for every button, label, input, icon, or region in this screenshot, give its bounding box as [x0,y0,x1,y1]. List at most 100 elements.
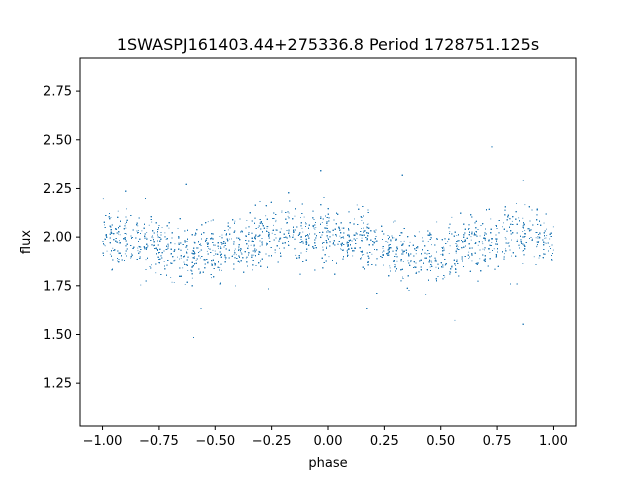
data-point [415,253,417,255]
data-point [402,261,404,262]
data-point [195,260,197,261]
data-point [253,254,255,256]
data-point [130,257,132,259]
data-point [219,267,221,269]
data-point [267,230,269,232]
data-point [456,235,458,236]
data-point [138,230,139,231]
data-point [286,222,287,224]
data-point [511,255,512,257]
data-point [161,227,163,228]
data-point [407,260,409,262]
data-point [361,220,363,221]
data-point [502,226,503,228]
data-point [549,246,551,247]
data-point [171,281,173,283]
data-point [422,237,423,239]
data-point [491,242,493,243]
data-point [450,272,452,274]
data-point [250,244,252,246]
data-point [183,261,185,263]
data-point [193,241,195,243]
data-point [485,238,486,239]
data-point [409,241,411,243]
data-point [489,252,491,253]
data-point [228,238,230,240]
data-point [482,248,484,250]
data-point [482,243,484,245]
data-point [484,249,485,251]
data-point [109,253,111,255]
data-point [151,236,153,238]
data-point [471,260,473,262]
data-point [146,237,148,239]
data-point [383,264,384,266]
data-point [301,227,303,229]
data-point [552,249,554,251]
data-point [125,227,127,229]
data-point [241,248,242,250]
data-point [347,249,349,251]
data-point [504,253,505,255]
data-point [393,221,394,223]
data-point [545,237,547,239]
data-point [302,231,304,233]
data-point [392,236,393,238]
data-point [173,282,175,283]
data-point [321,222,323,223]
data-point [271,232,273,234]
data-point [341,227,343,229]
data-point [279,247,280,249]
data-point [292,234,294,236]
data-point [347,243,349,245]
data-point [288,212,290,214]
data-point [179,258,180,260]
data-point [353,223,355,224]
data-point [341,245,342,247]
data-point [382,247,384,249]
data-point [294,215,296,217]
data-point [431,265,433,267]
data-point [436,221,438,223]
data-point [248,245,249,247]
data-point [470,239,472,241]
data-point [193,256,195,258]
data-point [238,248,240,250]
data-point [273,224,274,226]
data-point [361,228,362,229]
data-point [546,228,547,230]
data-point [470,236,472,238]
chart-title: 1SWASPJ161403.44+275336.8 Period 1728751… [117,35,539,54]
data-point [221,269,222,271]
data-point [170,277,172,278]
data-point [119,240,120,242]
data-point [254,238,256,240]
data-point [484,240,486,241]
data-point [389,265,391,267]
data-point [503,222,504,224]
data-point [497,238,498,240]
data-point [356,204,358,206]
data-point [538,236,540,238]
data-point [235,254,237,256]
data-point [184,284,186,285]
data-point [340,249,342,251]
data-point [314,228,316,230]
data-point [280,228,282,230]
data-point [124,238,126,240]
data-point [137,250,139,252]
data-point [522,231,524,232]
data-point [208,247,209,249]
data-point [287,215,289,217]
data-point [516,239,518,241]
data-point [211,263,213,265]
data-point [493,248,495,250]
data-point [254,249,255,251]
data-point [256,236,258,238]
data-point [435,266,437,268]
data-point [126,208,127,210]
data-point [522,243,524,245]
data-point [443,246,444,248]
data-point [544,237,546,239]
data-point [536,246,537,248]
